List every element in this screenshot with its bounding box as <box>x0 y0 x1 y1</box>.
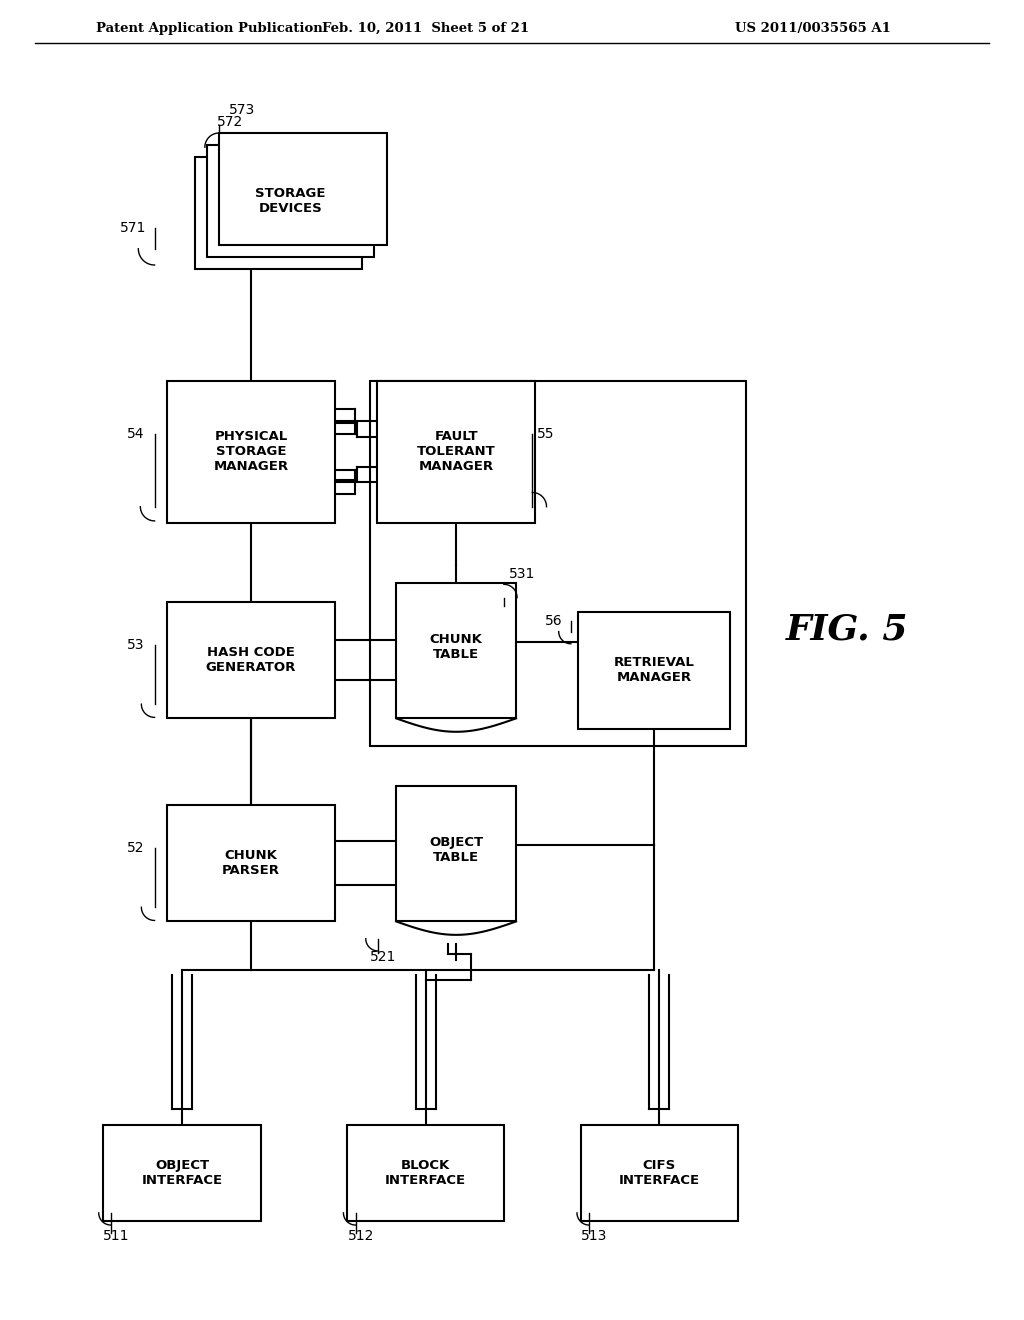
Text: HASH CODE
GENERATOR: HASH CODE GENERATOR <box>206 645 296 675</box>
Bar <box>207 145 375 257</box>
Bar <box>167 602 335 718</box>
Text: RETRIEVAL
MANAGER: RETRIEVAL MANAGER <box>613 656 694 684</box>
Bar <box>378 380 535 523</box>
Bar <box>219 133 387 244</box>
Bar <box>370 380 745 746</box>
Text: 573: 573 <box>229 103 255 116</box>
Text: PHYSICAL
STORAGE
MANAGER: PHYSICAL STORAGE MANAGER <box>213 430 289 474</box>
Bar <box>167 380 335 523</box>
Text: Feb. 10, 2011  Sheet 5 of 21: Feb. 10, 2011 Sheet 5 of 21 <box>323 22 529 34</box>
Bar <box>103 1125 261 1221</box>
Text: 513: 513 <box>581 1229 607 1243</box>
Text: FAULT
TOLERANT
MANAGER: FAULT TOLERANT MANAGER <box>417 430 496 474</box>
Text: 521: 521 <box>370 950 396 964</box>
Bar <box>581 1125 738 1221</box>
Bar <box>347 1125 505 1221</box>
Text: 54: 54 <box>127 426 144 441</box>
Text: OBJECT
TABLE: OBJECT TABLE <box>429 836 483 863</box>
Text: CHUNK
TABLE: CHUNK TABLE <box>430 632 482 661</box>
Text: 511: 511 <box>102 1229 129 1243</box>
Text: Patent Application Publication: Patent Application Publication <box>95 22 323 34</box>
Text: CHUNK
PARSER: CHUNK PARSER <box>222 849 280 876</box>
Text: 572: 572 <box>217 115 244 129</box>
Text: US 2011/0035565 A1: US 2011/0035565 A1 <box>735 22 891 34</box>
Bar <box>167 805 335 921</box>
Text: BLOCK
INTERFACE: BLOCK INTERFACE <box>385 1159 466 1187</box>
Text: CIFS
INTERFACE: CIFS INTERFACE <box>618 1159 699 1187</box>
Bar <box>195 157 362 269</box>
Bar <box>396 787 516 921</box>
Text: 52: 52 <box>127 841 144 855</box>
Text: 56: 56 <box>545 614 563 628</box>
Text: 531: 531 <box>509 568 536 581</box>
Text: 53: 53 <box>127 638 144 652</box>
Text: 571: 571 <box>120 222 146 235</box>
Text: OBJECT
INTERFACE: OBJECT INTERFACE <box>141 1159 222 1187</box>
Text: STORAGE
DEVICES: STORAGE DEVICES <box>255 187 326 215</box>
Text: 55: 55 <box>538 426 555 441</box>
Bar <box>578 611 730 729</box>
Text: FIG. 5: FIG. 5 <box>785 612 908 647</box>
Text: 512: 512 <box>347 1229 374 1243</box>
Bar <box>396 583 516 718</box>
